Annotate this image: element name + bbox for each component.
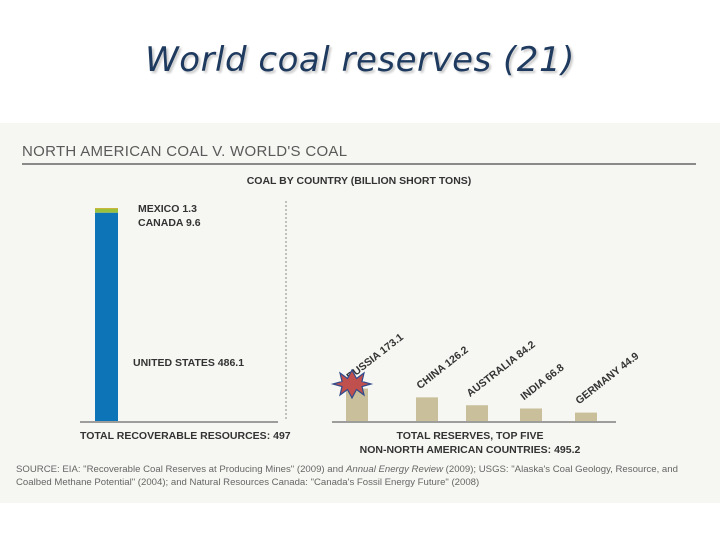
chart-figure: NORTH AMERICAN COAL V. WORLD'S COAL COAL…	[0, 123, 720, 503]
stacked-bar-united-states	[95, 212, 118, 421]
label-canada: CANADA 9.6	[138, 217, 201, 229]
label-united-states: UNITED STATES 486.1	[133, 357, 244, 369]
star-marker	[330, 368, 374, 400]
bar-china	[416, 397, 438, 421]
bar-australia	[466, 405, 488, 421]
label-china: CHINA 126.2	[414, 344, 470, 392]
stacked-bar-group: UNITED STATES 486.1 CANADA 9.6 MEXICO 1.3	[95, 203, 244, 421]
source-note: SOURCE: EIA: "Recoverable Coal Reserves …	[16, 464, 678, 488]
stacked-bar-mexico	[95, 208, 118, 209]
bar-germany	[575, 412, 597, 421]
stacked-bar-canada	[95, 208, 118, 213]
chart-canvas: COAL BY COUNTRY (BILLION SHORT TONS) UNI…	[80, 175, 642, 456]
total-resources-label: TOTAL RECOVERABLE RESOURCES: 497	[80, 430, 291, 442]
top-five-label-line1: TOTAL RESERVES, TOP FIVE	[396, 430, 543, 442]
label-mexico: MEXICO 1.3	[138, 203, 197, 215]
label-germany: GERMANY 44.9	[573, 350, 641, 407]
bar-india	[520, 408, 542, 421]
top-five-label-line2: NON-NORTH AMERICAN COUNTRIES: 495.2	[360, 444, 581, 456]
slide-title: World coal reserves (21)	[145, 40, 575, 80]
label-india: INDIA 66.8	[518, 362, 566, 403]
chart-title: COAL BY COUNTRY (BILLION SHORT TONS)	[247, 175, 472, 187]
figure-title: NORTH AMERICAN COAL V. WORLD'S COAL	[22, 143, 348, 160]
title-rule	[22, 163, 696, 165]
